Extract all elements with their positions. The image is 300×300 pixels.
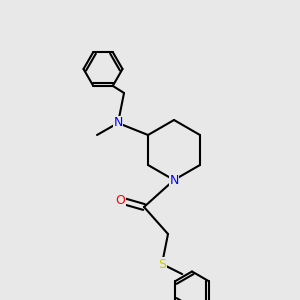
- Text: N: N: [169, 173, 179, 187]
- Text: S: S: [158, 257, 166, 271]
- Text: O: O: [115, 194, 125, 208]
- Text: N: N: [113, 116, 123, 130]
